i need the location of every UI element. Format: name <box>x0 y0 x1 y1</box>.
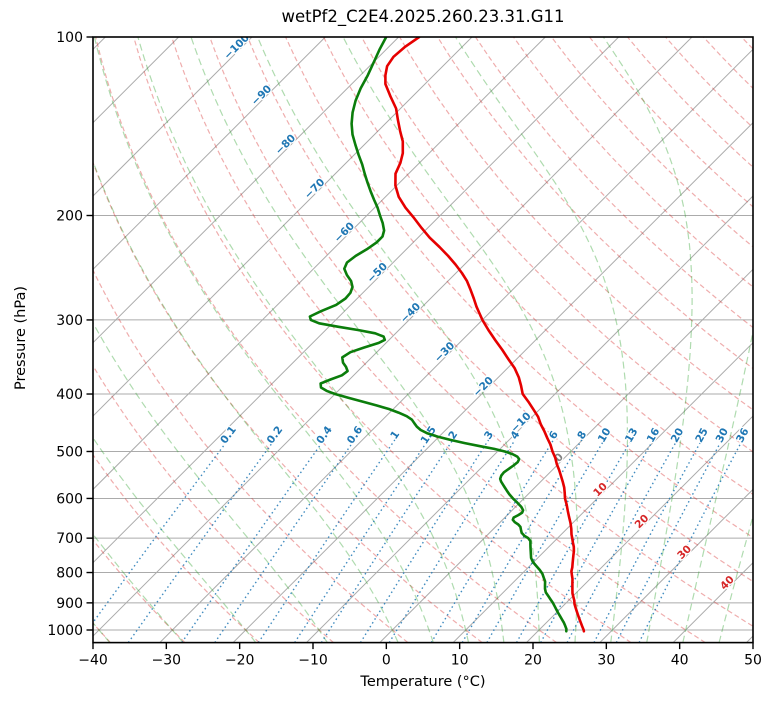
inline-label: 30 <box>714 426 732 445</box>
y-tick-label: 400 <box>56 387 83 403</box>
sounding-profiles <box>308 37 586 633</box>
inline-label: −90 <box>249 83 274 108</box>
moist-adiabats <box>93 37 753 643</box>
x-tick-label: 20 <box>524 653 542 669</box>
isotherm-lines <box>93 37 753 643</box>
y-tick-label: 700 <box>56 531 83 547</box>
inline-label: −40 <box>398 301 423 326</box>
y-ticks: 100 200 300 400 500 600 700 800 900 1000 <box>47 30 93 639</box>
inline-label: 16 <box>645 426 663 445</box>
x-tick-label: −40 <box>78 653 108 669</box>
inline-label: 10 <box>596 426 614 445</box>
x-axis-label: Temperature (°C) <box>360 674 486 690</box>
inline-label: 8 <box>575 429 589 441</box>
inline-label: 20 <box>669 426 687 445</box>
x-tick-label: 30 <box>597 653 615 669</box>
y-tick-label: 600 <box>56 491 83 507</box>
inline-label: 0.1 <box>218 424 239 446</box>
inline-label: 0.4 <box>314 424 335 446</box>
x-tick-label: 10 <box>451 653 469 669</box>
inline-label: 25 <box>693 426 711 445</box>
inline-label: 40 <box>718 574 737 593</box>
y-tick-label: 100 <box>56 30 83 46</box>
x-ticks: −40 −30 −20 −10 0 10 20 30 40 50 <box>78 642 762 669</box>
y-tick-label: 1000 <box>47 623 83 639</box>
dry-adiabats <box>93 37 753 643</box>
axes-frame <box>92 36 754 644</box>
chart-title: wetPf2_C2E4.2025.260.23.31.G11 <box>281 7 565 26</box>
y-tick-label: 500 <box>56 444 83 460</box>
inline-label: 13 <box>623 426 641 445</box>
inline-label: 36 <box>734 426 751 445</box>
inline-label: −60 <box>332 220 357 245</box>
inline-label: −80 <box>273 132 298 157</box>
inline-label: 1 <box>388 429 402 442</box>
x-tick-label: 0 <box>382 653 391 669</box>
inline-label: 30 <box>675 543 694 562</box>
y-tick-label: 900 <box>56 596 83 612</box>
temperature-curve <box>384 37 586 633</box>
inline-label: 10 <box>591 480 610 499</box>
y-tick-label: 800 <box>56 566 83 582</box>
x-tick-label: 40 <box>671 653 689 669</box>
inline-label: −50 <box>365 260 390 285</box>
x-tick-label: −20 <box>225 653 255 669</box>
y-tick-label: 300 <box>56 313 83 329</box>
x-tick-label: −10 <box>298 653 328 669</box>
y-tick-label: 200 <box>56 209 83 225</box>
pressure-gridlines <box>93 37 753 631</box>
inline-label: 0.6 <box>345 424 366 446</box>
x-tick-label: −30 <box>152 653 182 669</box>
inline-label: −30 <box>432 340 457 365</box>
mixing-ratio-labels: 0.1 0.2 0.4 0.6 1 1.5 2 3 4 6 8 10 13 16 20 25 30 36 <box>217 423 753 448</box>
inline-label: 0.2 <box>265 424 286 446</box>
inline-label: −70 <box>302 176 327 201</box>
dewpoint-curve <box>308 37 568 633</box>
x-tick-label: 50 <box>744 653 762 669</box>
plot-background: −100−90−80−70−60−50−40−30−20−10010203040… <box>93 37 753 643</box>
